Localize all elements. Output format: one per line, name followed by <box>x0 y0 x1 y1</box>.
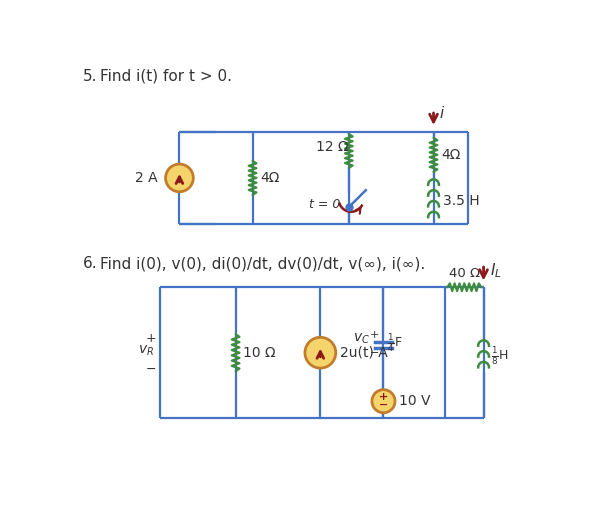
Text: i: i <box>440 106 444 121</box>
Text: 10 V: 10 V <box>399 394 430 408</box>
Text: +: + <box>370 330 379 341</box>
Circle shape <box>166 164 194 192</box>
Text: $v_C$: $v_C$ <box>353 332 369 346</box>
Text: 10 Ω: 10 Ω <box>243 346 276 360</box>
Text: $I_L$: $I_L$ <box>490 261 501 280</box>
Text: −: − <box>370 348 379 358</box>
Text: 5.: 5. <box>83 69 98 84</box>
Text: 12 Ω: 12 Ω <box>317 140 349 154</box>
Text: $\frac{1}{8}$H: $\frac{1}{8}$H <box>491 346 509 368</box>
Text: Find i(0), v(0), di(0)/dt, dv(0)/dt, v(∞), i(∞).: Find i(0), v(0), di(0)/dt, dv(0)/dt, v(∞… <box>100 256 426 271</box>
Text: 2 A: 2 A <box>135 171 158 185</box>
Text: 2u(t) A: 2u(t) A <box>340 346 388 360</box>
Text: −: − <box>379 400 388 410</box>
Circle shape <box>372 389 395 413</box>
Text: 3.5 H: 3.5 H <box>443 194 480 208</box>
Text: $\frac{1}{4}$F: $\frac{1}{4}$F <box>387 332 403 355</box>
Text: t = 0: t = 0 <box>309 198 340 211</box>
Text: −: − <box>146 363 156 376</box>
Text: 6.: 6. <box>83 256 98 271</box>
Text: 4Ω: 4Ω <box>260 171 279 185</box>
Circle shape <box>305 337 336 368</box>
Text: +: + <box>146 332 156 345</box>
Text: $v_R$: $v_R$ <box>138 344 154 358</box>
Text: +: + <box>379 393 388 402</box>
Text: 40 Ω: 40 Ω <box>449 267 480 280</box>
Text: Find i(t) for t > 0.: Find i(t) for t > 0. <box>100 69 232 84</box>
Text: 4Ω: 4Ω <box>441 148 461 162</box>
